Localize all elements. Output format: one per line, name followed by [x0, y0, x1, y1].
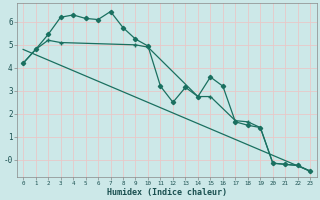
- X-axis label: Humidex (Indice chaleur): Humidex (Indice chaleur): [107, 188, 227, 197]
